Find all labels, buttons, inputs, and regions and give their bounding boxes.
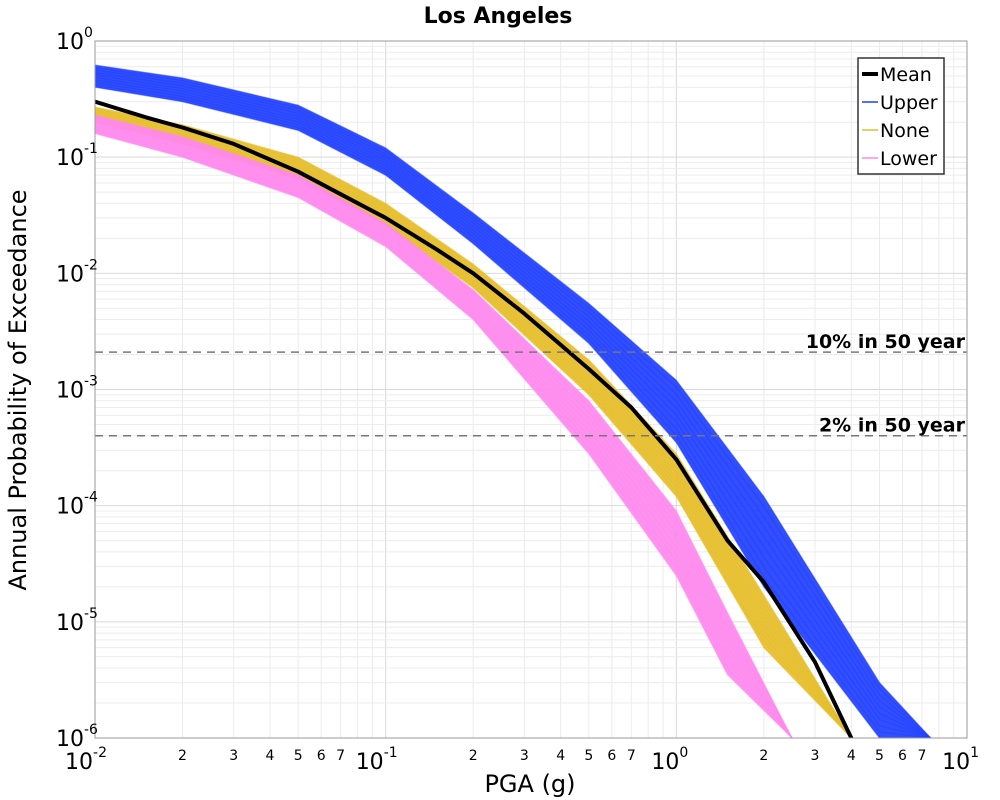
legend-label-mean: Mean [880, 64, 932, 86]
x-minor-tick-label: 6 [898, 748, 907, 764]
x-minor-tick-label: 6 [607, 748, 616, 764]
x-minor-tick-label: 3 [229, 748, 238, 764]
series-upper-branch [95, 81, 931, 738]
series-lower-branch [95, 122, 793, 738]
series-lower-branch [95, 124, 793, 738]
series-lower-branch [95, 118, 793, 738]
series-lower-branch [95, 132, 793, 738]
series-upper-branch [95, 71, 932, 738]
series-layer [95, 64, 932, 738]
x-minor-tick-label: 6 [317, 748, 326, 764]
y-tick-label: 10-3 [56, 374, 98, 404]
series-lower-branch [95, 128, 793, 738]
series-lower-branch [95, 116, 793, 738]
x-minor-tick-label: 7 [627, 748, 636, 764]
legend-label-lower: Lower [880, 148, 937, 170]
series-upper-branch [95, 74, 932, 738]
series-lower-branch [95, 126, 793, 738]
legend-label-upper: Upper [880, 92, 938, 114]
series-lower-branch [95, 114, 793, 738]
x-minor-tick-label: 4 [847, 748, 856, 764]
series-upper-fill [95, 65, 931, 738]
x-tick-label: 10-2 [65, 745, 107, 775]
series-upper-branch [95, 64, 932, 738]
x-minor-tick-label: 5 [294, 748, 303, 764]
y-tick-label: 100 [56, 25, 93, 55]
series-upper-band [95, 64, 932, 738]
y-tick-label: 10-4 [56, 490, 98, 520]
x-minor-tick-label: 5 [584, 748, 593, 764]
x-minor-tick-label: 3 [520, 748, 529, 764]
y-tick-label: 10-1 [56, 141, 98, 171]
legend: Mean Upper None Lower [857, 57, 945, 175]
x-minor-tick-label: 4 [266, 748, 275, 764]
series-upper-branch [95, 76, 931, 738]
x-minor-tick-label: 7 [918, 748, 927, 764]
x-tick-label: 100 [651, 745, 688, 775]
x-minor-tick-label: 4 [556, 748, 565, 764]
x-minor-tick-label: 2 [178, 748, 187, 764]
series-lower-branch [95, 130, 793, 738]
reference-line-label: 2% in 50 year [819, 415, 966, 437]
reference-lines: 10% in 50 year 2% in 50 year [95, 331, 967, 437]
y-tick-label: 10-2 [56, 257, 98, 287]
legend-box [857, 57, 945, 175]
x-minor-tick-label: 2 [759, 748, 768, 764]
y-axis-ticks: 100 10-1 10-2 10-3 10-4 10-5 10-6 [56, 25, 98, 752]
x-tick-label: 10-1 [356, 745, 398, 775]
x-minor-tick-label: 5 [875, 748, 884, 764]
x-minor-tick-label: 3 [811, 748, 820, 764]
series-lower-band [95, 114, 793, 738]
series-upper-branch [95, 69, 932, 738]
y-tick-label: 10-6 [56, 722, 98, 752]
x-minor-tick-label: 7 [336, 748, 345, 764]
series-upper-branch [95, 79, 931, 738]
series-upper-branch [95, 67, 932, 738]
chart-title: Los Angeles [424, 4, 573, 29]
legend-label-none: None [880, 120, 930, 142]
series-mean-line [95, 99, 854, 738]
x-axis-label: PGA (g) [484, 770, 575, 798]
series-upper-branch [95, 84, 931, 738]
series-upper-branch [95, 86, 931, 738]
x-minor-tick-label: 2 [469, 748, 478, 764]
reference-line-label: 10% in 50 year [806, 331, 966, 353]
series-none-branch [95, 114, 852, 738]
x-tick-label: 101 [942, 745, 979, 775]
y-tick-label: 10-5 [56, 606, 98, 636]
series-lower-branch [95, 120, 793, 738]
y-axis-label: Annual Probability of Exceedance [4, 189, 32, 590]
series-none-branch [95, 116, 852, 738]
plot-frame [94, 40, 968, 739]
